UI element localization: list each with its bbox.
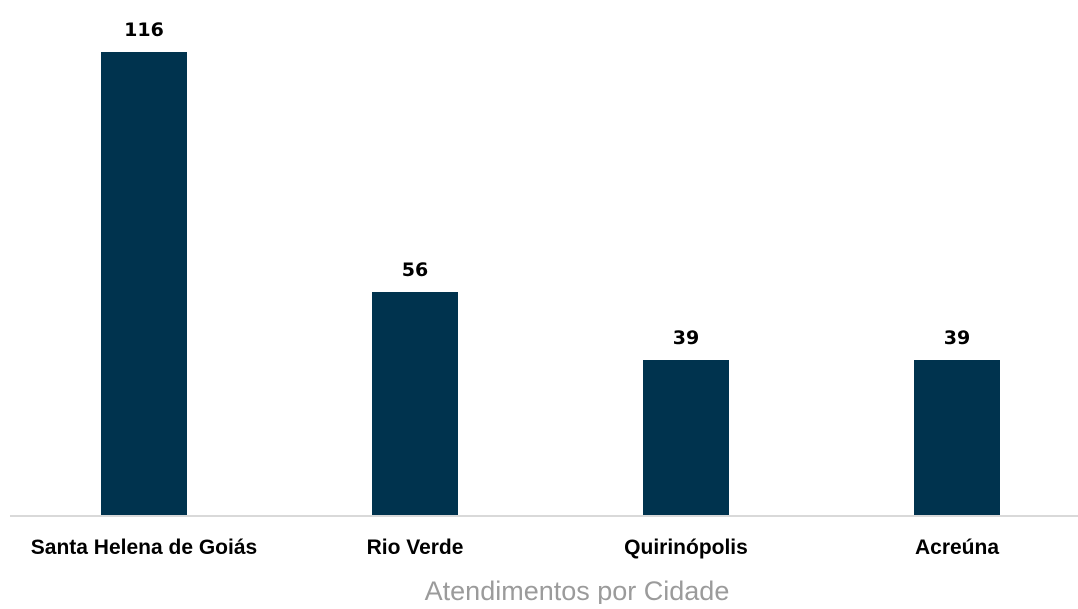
bars-layer [101,52,1000,516]
value-labels-layer: 116 56 39 39 [124,19,970,349]
bar [914,360,1000,516]
bar-value-label: 39 [673,327,699,349]
category-label: Rio Verde [367,536,464,559]
bar-value-label: 39 [944,327,970,349]
category-label: Santa Helena de Goiás [31,536,257,559]
bar [101,52,187,516]
bar [372,292,458,516]
x-axis-title: Atendimentos por Cidade [425,576,730,604]
bar-value-label: 56 [402,259,428,281]
bar-value-label: 116 [124,19,164,41]
category-label: Quirinópolis [624,536,748,559]
category-label: Acreúna [915,536,999,559]
category-labels-layer: Santa Helena de Goiás Rio Verde Quirinópol… [31,536,1000,559]
bar [643,360,729,516]
